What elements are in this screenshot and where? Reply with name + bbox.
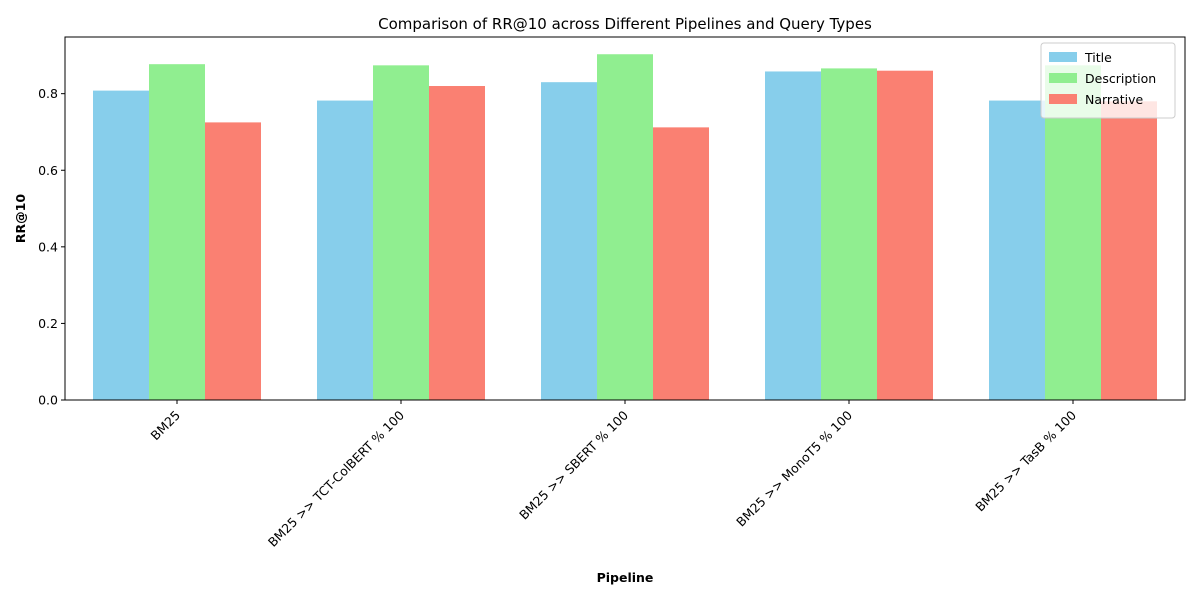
chart-title: Comparison of RR@10 across Different Pip… [378,15,872,33]
y-tick-label: 0.4 [38,239,58,254]
bar-narrative-0 [205,122,261,400]
bar-description-3 [821,68,877,400]
legend-label-title: Title [1084,50,1112,65]
bar-title-2 [541,82,597,401]
x-tick-label: BM25 >> MonoT5 % 100 [733,407,855,529]
bar-title-3 [765,71,821,400]
bar-title-0 [93,90,149,400]
bar-description-2 [597,54,653,400]
bar-narrative-4 [1101,101,1157,401]
bar-narrative-3 [877,70,933,401]
y-tick-label: 0.6 [38,163,58,178]
bar-title-1 [317,100,373,400]
legend-swatch-title [1049,52,1077,62]
y-tick-label: 0.8 [38,86,58,101]
bar-narrative-1 [429,86,485,400]
legend-swatch-narrative [1049,94,1077,104]
bar-description-4 [1045,65,1101,400]
legend-swatch-description [1049,73,1077,83]
bar-title-4 [989,100,1045,400]
legend-label-description: Description [1085,71,1156,86]
x-tick-label: BM25 >> TCT-ColBERT % 100 [265,407,407,549]
legend: Title Description Narrative [1040,42,1176,119]
y-axis: 0.0 0.2 0.4 0.6 0.8 [38,86,65,408]
x-tick-label: BM25 [148,408,184,444]
bar-narrative-2 [653,127,709,400]
bar-description-1 [373,65,429,400]
x-tick-label: BM25 >> SBERT % 100 [516,407,631,522]
y-axis-title: RR@10 [13,194,28,243]
x-axis: BM25 BM25 >> TCT-ColBERT % 100 BM25 >> SBE… [148,400,1079,550]
x-tick-label: BM25 >> TasB % 100 [972,407,1079,514]
y-tick-label: 0.2 [38,316,58,331]
bar-description-0 [149,64,205,400]
legend-label-narrative: Narrative [1085,92,1144,107]
bars-group [93,54,1157,401]
y-tick-label: 0.0 [38,393,58,408]
x-axis-title: Pipeline [597,570,654,585]
